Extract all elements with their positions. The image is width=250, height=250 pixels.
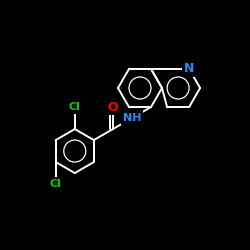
Text: O: O [108,100,118,114]
Text: NH: NH [123,113,141,123]
Text: N: N [184,62,194,76]
Text: Cl: Cl [50,179,62,189]
Text: Cl: Cl [69,102,81,112]
